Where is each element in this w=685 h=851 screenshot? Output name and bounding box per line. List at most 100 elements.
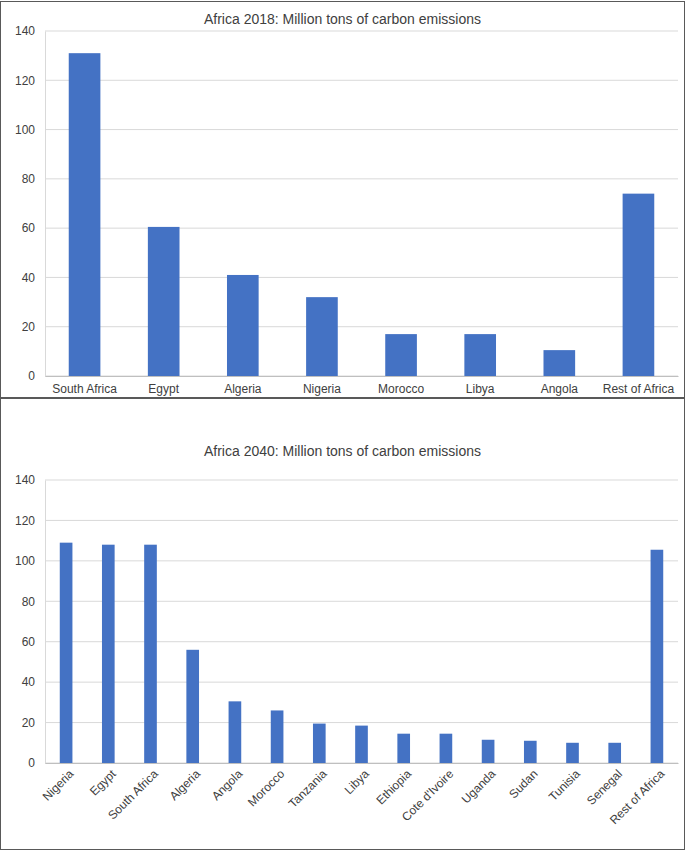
x-tick-label: Egypt xyxy=(148,382,179,396)
x-tick: Egypt xyxy=(87,763,119,798)
x-tick: Senegal xyxy=(584,763,625,808)
y-tick: 0 xyxy=(28,756,45,770)
bar xyxy=(227,275,259,376)
bar xyxy=(608,743,621,763)
grid-line xyxy=(45,31,678,32)
x-tick-label: Egypt xyxy=(87,766,119,798)
x-tick-label: Angola xyxy=(541,382,579,396)
grid-line xyxy=(45,601,678,602)
canvas: Africa 2018: Million tons of carbon emis… xyxy=(0,0,685,851)
y-tick: 120 xyxy=(15,74,45,88)
y-tick-label: 120 xyxy=(15,74,35,88)
grid-line xyxy=(45,520,678,521)
x-tick: Algeria xyxy=(167,763,204,803)
bar xyxy=(229,701,242,763)
x-tick-label: Uganda xyxy=(459,767,499,807)
bar xyxy=(651,550,664,763)
x-axis-line xyxy=(46,763,679,764)
bar xyxy=(102,545,115,763)
bar xyxy=(440,734,453,763)
x-tick: Cote d'Ivoire xyxy=(399,763,456,824)
y-tick: 40 xyxy=(22,675,45,689)
y-tick: 100 xyxy=(15,123,45,137)
bar xyxy=(355,726,368,763)
bar xyxy=(524,741,537,763)
bar xyxy=(543,350,575,376)
y-tick: 80 xyxy=(22,595,45,609)
x-tick: South Africa xyxy=(52,376,117,396)
x-tick-label: Libya xyxy=(466,382,495,396)
x-tick-label: Ethiopia xyxy=(373,767,414,808)
bar xyxy=(623,194,655,376)
y-tick: 20 xyxy=(22,320,45,334)
y-tick-label: 0 xyxy=(28,369,35,383)
x-tick: Rest of Africa xyxy=(603,376,675,396)
y-tick-label: 20 xyxy=(22,320,36,334)
grid-line xyxy=(45,376,678,377)
bar xyxy=(271,710,284,763)
x-tick-label: Senegal xyxy=(584,767,625,808)
y-tick: 120 xyxy=(15,514,45,528)
y-tick-label: 60 xyxy=(22,635,36,649)
y-axis: 0 20 40 60 80 100 120 140 xyxy=(15,473,46,770)
y-tick-label: 100 xyxy=(15,123,35,137)
bar xyxy=(69,53,101,376)
bar xyxy=(482,740,495,763)
grid-line xyxy=(45,178,678,179)
x-tick-label: Rest of Africa xyxy=(603,382,675,396)
x-tick-label: Morocco xyxy=(378,382,424,396)
grid-line xyxy=(45,228,678,229)
bar xyxy=(186,650,199,763)
y-tick-label: 140 xyxy=(15,24,35,38)
grid-line xyxy=(45,641,678,642)
bar xyxy=(397,734,410,763)
y-tick-label: 100 xyxy=(15,554,35,568)
y-tick-label: 140 xyxy=(15,473,35,487)
grid xyxy=(45,31,678,376)
grid-line xyxy=(45,129,678,130)
y-tick: 40 xyxy=(22,271,45,285)
grid xyxy=(45,480,678,763)
x-tick: Uganda xyxy=(459,763,499,806)
panel-frame xyxy=(1,399,685,850)
x-tick-label: Libya xyxy=(342,767,372,797)
y-axis-line xyxy=(45,32,46,377)
bar xyxy=(148,227,180,376)
x-tick: Rest of Africa xyxy=(607,763,668,827)
x-tick-label: South Africa xyxy=(52,382,117,396)
bar xyxy=(313,724,326,763)
y-axis-line xyxy=(45,481,46,764)
grid-line xyxy=(45,80,678,81)
bars xyxy=(60,543,663,763)
bar xyxy=(385,334,417,376)
x-tick-label: Angola xyxy=(209,767,246,804)
x-tick-label: Nigeria xyxy=(303,382,341,396)
bar xyxy=(60,543,73,763)
x-tick-label: Cote d'Ivoire xyxy=(399,767,456,824)
y-tick-label: 40 xyxy=(22,271,36,285)
x-tick-label: Algeria xyxy=(167,767,204,804)
grid-line xyxy=(45,480,678,481)
bar xyxy=(144,545,157,763)
y-tick: 140 xyxy=(15,24,45,38)
x-tick: Nigeria xyxy=(303,376,341,396)
x-tick: Morocco xyxy=(245,763,288,809)
bar xyxy=(566,743,579,763)
x-tick-label: Sudan xyxy=(506,767,540,801)
x-tick: South Africa xyxy=(105,763,161,822)
chart-title: Africa 2040: Million tons of carbon emis… xyxy=(204,443,481,459)
x-tick: Sudan xyxy=(506,763,540,801)
x-tick: Morocco xyxy=(378,376,424,396)
grid-line xyxy=(45,722,678,723)
y-tick-label: 40 xyxy=(22,675,36,689)
x-axis-line xyxy=(46,376,679,377)
bars xyxy=(69,53,655,376)
bar xyxy=(306,297,338,376)
y-tick: 140 xyxy=(15,473,45,487)
x-tick-label: Tunisia xyxy=(546,767,583,804)
x-tick-label: Tanzania xyxy=(286,767,330,811)
y-tick-label: 120 xyxy=(15,514,35,528)
x-axis: NigeriaEgyptSouth AfricaAlgeriaAngolaMor… xyxy=(40,763,679,827)
y-tick: 20 xyxy=(22,716,45,730)
y-tick: 80 xyxy=(22,172,45,186)
